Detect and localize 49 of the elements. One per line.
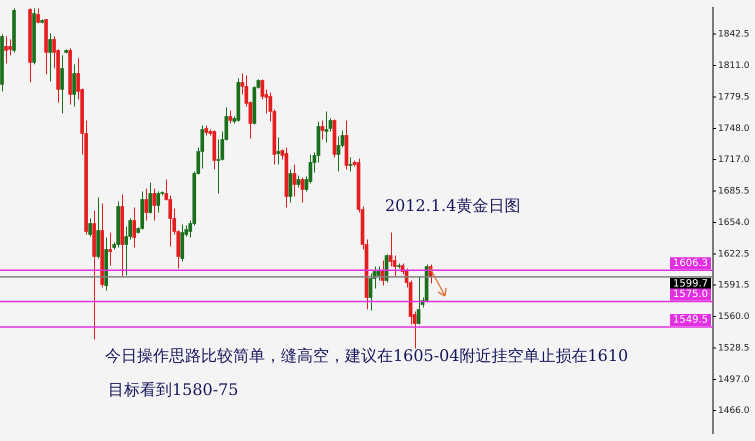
candlestick [388,232,392,268]
candlestick [60,54,64,114]
candlestick [288,168,292,203]
candlestick [216,138,220,194]
y-tick-label: 1560.0 [718,312,750,322]
candlestick [72,64,76,107]
y-tick-label: 1528.5 [718,343,750,354]
y-tick-label: 1654.0 [718,218,750,228]
candlestick [152,188,156,221]
ref-line-label: 1606.3 [673,258,708,269]
candlestick [324,110,328,143]
candlestick [108,232,112,266]
candlestick [376,266,380,282]
candlestick [260,78,264,100]
y-tick-label: 1497.0 [718,374,750,385]
candlestick [132,206,136,248]
candlestick [204,124,208,136]
candlestick [144,188,148,221]
y-tick-label: 1748.0 [718,124,750,134]
y-tick-label: 1685.5 [718,186,750,196]
candlestick [36,8,40,24]
candlestick [348,156,352,172]
y-tick-label: 1811.0 [718,60,750,71]
candlestick [4,36,8,64]
annotation: 2012.1.4黄金日图 [385,196,520,217]
candlestick [8,38,12,56]
candlestick [292,164,296,197]
candlestick [156,190,160,213]
candlestick [320,120,324,140]
y-tick-label: 1717.0 [718,154,750,165]
ref-line-label: 1549.5 [673,314,708,326]
candlestick [416,276,420,326]
y-tick-label: 1842.5 [718,29,750,40]
candlestick [276,136,280,165]
ref-line-label: 1599.7 [673,278,708,290]
candlestick [296,174,300,188]
candlestick [300,176,304,203]
annotation: 目标看到1580-75 [108,380,238,401]
candlestick [48,32,52,82]
y-tick-label: 1779.5 [718,92,750,102]
candlestick [148,182,152,214]
annotation: 今日操作思路比较简单，缝高空，建议在1605-04附近挂空单止损在1610 [105,346,628,367]
y-tick-label: 1466.0 [718,406,750,416]
candlestick [228,110,232,124]
y-tick-label: 1622.5 [718,249,750,260]
candlestick [368,273,372,312]
candlestick [88,218,92,238]
y-tick-label: 1591.5 [718,280,750,290]
ref-line-label: 1575.0 [673,289,708,300]
